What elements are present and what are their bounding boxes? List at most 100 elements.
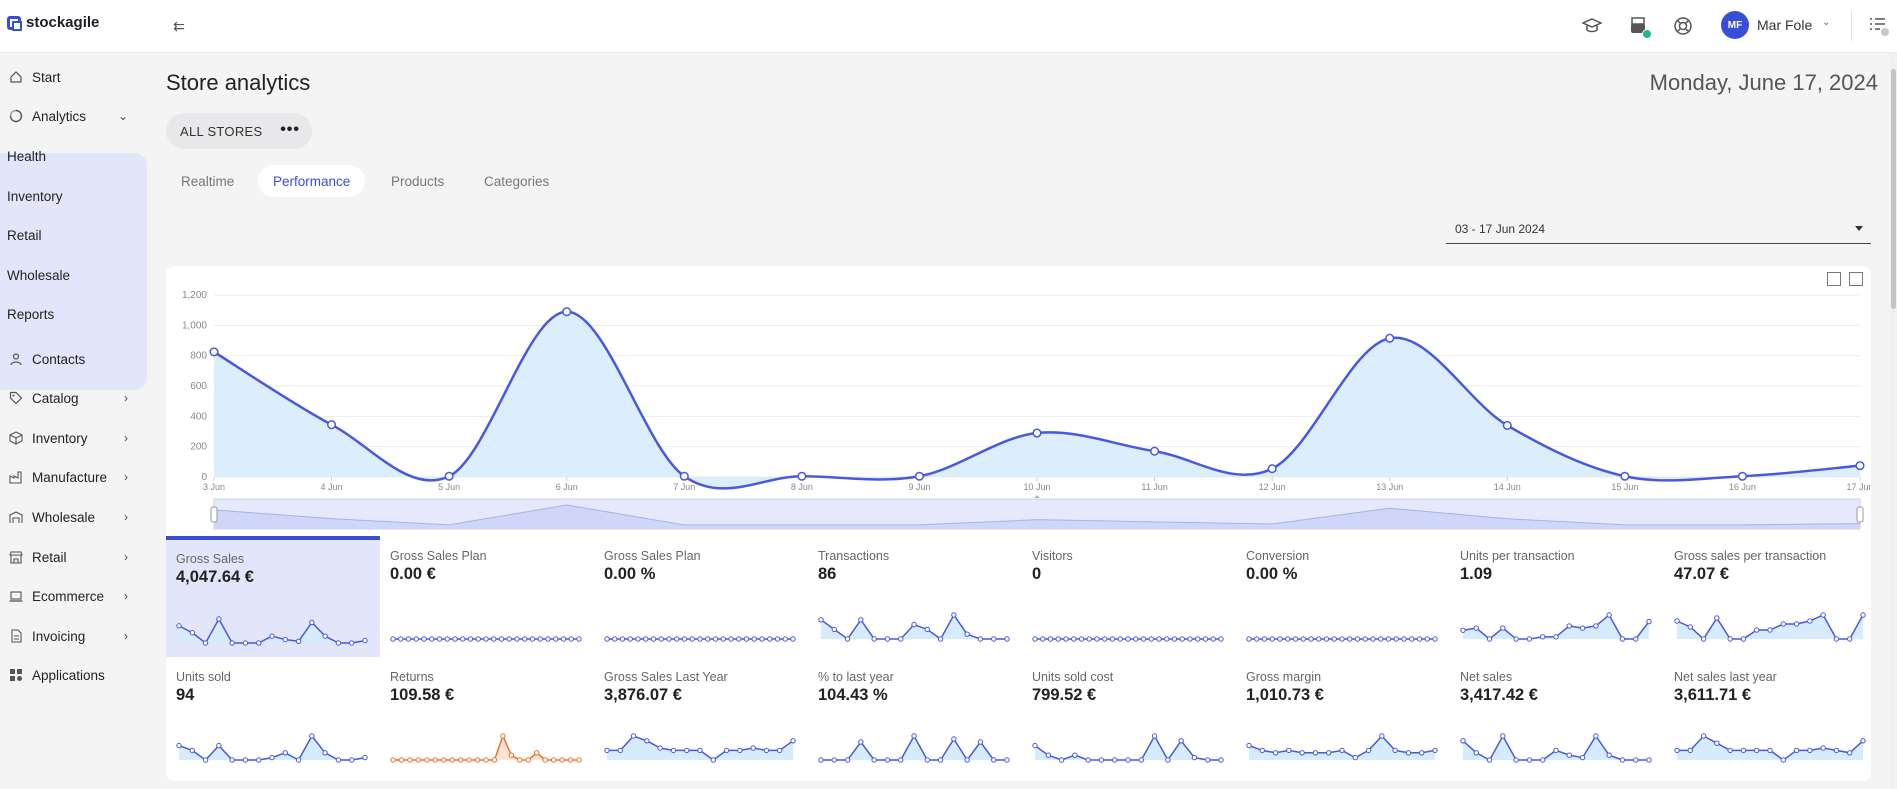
sidebar-subitem-wholesale[interactable]: Wholesale — [7, 268, 71, 283]
sales-area-chart[interactable]: 0 200 400 600 800 1,000 1,200 3 Jun 4 Jun 5 Jun 6 … — [166, 266, 1871, 536]
sparkline-point — [1432, 747, 1438, 754]
sidebar-item-catalog[interactable]: Catalog › — [0, 383, 146, 413]
zoom-reset-icon[interactable] — [1849, 272, 1863, 286]
sidebar-item-retail[interactable]: Retail › — [0, 542, 146, 572]
graduation-cap-icon[interactable] — [1580, 14, 1604, 38]
sidebar-item-invoicing[interactable]: Invoicing › — [0, 621, 146, 651]
sparkline-point — [743, 636, 750, 642]
metric-tile[interactable]: Units per transaction 1.09 — [1450, 536, 1664, 657]
sparkline — [1674, 612, 1866, 642]
sparkline-point — [1740, 747, 1747, 754]
tab-realtime[interactable]: Realtime — [181, 173, 235, 189]
sparkline-point — [1246, 742, 1252, 749]
sidebar-subitem-inventory[interactable]: Inventory — [7, 189, 63, 204]
sparkline-point — [1040, 636, 1046, 642]
sparkline-line — [393, 733, 579, 761]
sparkline-point — [1566, 623, 1572, 629]
sparkline — [1460, 733, 1652, 763]
collapse-sidebar-icon[interactable]: ⇇ — [173, 17, 185, 34]
user-avatar[interactable]: MF — [1721, 11, 1749, 39]
sparkline-point — [466, 757, 472, 763]
store-selector[interactable]: ALL STORES ••• — [166, 113, 312, 149]
chevron-down-icon[interactable]: ⌄ — [1822, 17, 1831, 28]
sidebar-item-applications[interactable]: Applications — [0, 660, 146, 690]
metric-value: 104.43 % — [818, 686, 888, 704]
sidebar-item-contacts[interactable]: Contacts — [0, 344, 146, 374]
sparkline-point — [269, 633, 275, 639]
sparkline-point — [189, 747, 195, 754]
sidebar-item-manufacture[interactable]: Manufacture › — [0, 462, 146, 492]
metric-tile[interactable]: Gross Sales Plan 0.00 € — [380, 536, 594, 657]
sidebar-item-start[interactable]: Start — [0, 62, 146, 92]
tab-performance[interactable]: Performance — [258, 165, 366, 197]
metric-value: 0.00 % — [1246, 565, 1298, 583]
sparkline-point — [617, 747, 623, 754]
sparkline-point — [658, 636, 664, 642]
metric-tile[interactable]: Gross Sales Plan 0.00 % — [594, 536, 808, 657]
sparkline-point — [415, 757, 422, 763]
sparkline-point — [1004, 757, 1010, 763]
sidebar-subitem-retail[interactable]: Retail — [7, 228, 42, 243]
sidebar-item-wholesale[interactable]: Wholesale › — [0, 502, 146, 532]
sparkline-point — [1674, 618, 1680, 624]
sparkline-point — [911, 621, 917, 628]
metric-tile[interactable]: % to last year 104.43 % — [808, 657, 1022, 778]
metric-tile[interactable]: Gross sales per transaction 47.07 € — [1664, 536, 1871, 657]
page-date: Monday, June 17, 2024 — [1649, 70, 1878, 95]
x-tick-label: 8 Jun — [791, 482, 813, 492]
metric-tile[interactable]: Gross Sales 4,047.64 € — [166, 536, 380, 657]
sparkline-point — [1047, 636, 1054, 642]
sparkline-point — [1370, 636, 1376, 642]
metric-tile[interactable]: Visitors 0 — [1022, 536, 1236, 657]
sparkline-point — [1540, 757, 1546, 763]
zoom-area-icon[interactable] — [1827, 272, 1841, 286]
tab-categories[interactable]: Categories — [484, 173, 550, 189]
tab-products[interactable]: Products — [391, 173, 445, 189]
sparkline-point — [964, 757, 970, 763]
metric-tile[interactable]: Units sold 94 — [166, 657, 380, 778]
sparkline-point — [1847, 636, 1853, 642]
data-point — [1620, 471, 1630, 481]
sidebar-subitem-reports[interactable]: Reports — [7, 307, 55, 322]
sparkline-point — [322, 750, 328, 756]
task-list-icon[interactable] — [1868, 15, 1890, 37]
page-scrollbar[interactable] — [1890, 53, 1897, 789]
sparkline-point — [176, 742, 182, 749]
metric-tile[interactable]: Units sold cost 799.52 € — [1022, 657, 1236, 778]
sparkline-point — [763, 747, 770, 754]
user-name[interactable]: Mar Fole — [1757, 17, 1813, 33]
sparkline-point — [1754, 747, 1760, 754]
more-options-icon[interactable]: ••• — [280, 121, 300, 138]
metric-tile[interactable]: Gross margin 1,010.73 € — [1236, 657, 1450, 778]
analytics-icon — [8, 108, 24, 124]
data-point — [1737, 471, 1747, 481]
metric-tile[interactable]: Gross Sales Last Year 3,876.07 € — [594, 657, 808, 778]
sidebar-item-ecommerce[interactable]: Ecommerce › — [0, 581, 146, 611]
app-logo[interactable]: stockagile — [7, 14, 99, 31]
metric-label: Gross Sales Plan — [390, 549, 487, 563]
sparkline-point — [517, 757, 523, 763]
app-name: stockagile — [26, 14, 100, 31]
metric-tile[interactable]: Net sales 3,417.42 € — [1450, 657, 1664, 778]
sparkline — [604, 636, 796, 642]
metric-tile[interactable]: Conversion 0.00 % — [1236, 536, 1450, 657]
sidebar-item-analytics[interactable]: Analytics ⌄ — [0, 101, 146, 131]
metric-tile[interactable]: Transactions 86 — [808, 536, 1022, 657]
sparkline-point — [491, 757, 498, 763]
metric-tile[interactable]: Net sales last year 3,611.71 € — [1664, 657, 1871, 778]
sidebar-item-inventory[interactable]: Inventory › — [0, 423, 146, 453]
metric-label: Conversion — [1246, 549, 1310, 563]
metric-tile[interactable]: Returns 109.58 € — [380, 657, 594, 778]
scrollbar-thumb[interactable] — [1891, 69, 1896, 309]
date-range-select[interactable]: 03 - 17 Jun 2024 — [1446, 220, 1871, 244]
sparkline-point — [441, 757, 447, 763]
sparkline-point — [831, 626, 837, 633]
sparkline-point — [684, 747, 690, 754]
sidebar-subitem-health[interactable]: Health — [7, 149, 47, 164]
help-lifebuoy-icon[interactable] — [1671, 14, 1695, 38]
printer-status-icon[interactable] — [1626, 14, 1652, 39]
series-line — [213, 310, 1861, 490]
sparkline — [1032, 733, 1224, 763]
sparkline-point — [1125, 757, 1131, 763]
data-point — [797, 471, 807, 481]
